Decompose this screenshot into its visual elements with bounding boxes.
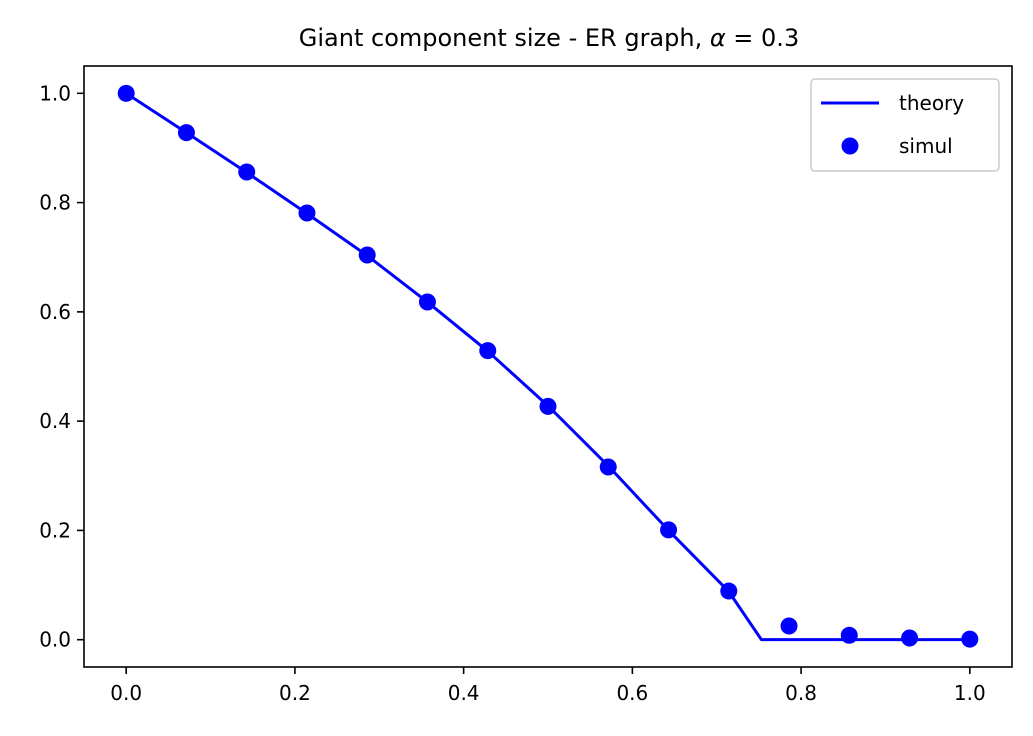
x-tick-label: 0.4: [448, 681, 480, 705]
axes: 0.0 0.2 0.4 0.6 0.8 1.0 0.0 0.2 0.4 0.6 0.8 1.0: [39, 65, 1013, 705]
y-tick-label: 1.0: [39, 81, 71, 105]
simul-data-point: [418, 293, 436, 311]
x-tick-label: 0.2: [279, 681, 311, 705]
y-tick-label: 0.0: [39, 628, 71, 652]
simul-data-point: [961, 630, 979, 648]
simul-data-point: [479, 342, 497, 360]
simul-data-point: [238, 163, 256, 181]
simul-data-point: [660, 521, 678, 539]
legend: theory simul: [810, 78, 1000, 172]
simul-data-point: [539, 397, 557, 415]
simul-data-point: [117, 84, 135, 102]
simul-data-point: [358, 246, 376, 264]
legend-simul-label: simul: [899, 134, 953, 158]
y-tick-label: 0.4: [39, 409, 71, 433]
y-tick-label: 0.2: [39, 518, 71, 542]
simul-data-point: [177, 124, 195, 142]
x-tick-label: 1.0: [954, 681, 986, 705]
simul-data-point: [840, 626, 858, 644]
x-tick-label: 0.8: [785, 681, 817, 705]
simul-data-point: [901, 629, 919, 647]
y-tick-label: 0.8: [39, 191, 71, 215]
legend-simul-point-marker: [841, 137, 859, 155]
simul-data-point: [780, 617, 798, 635]
x-tick-label: 0.6: [616, 681, 648, 705]
theory-series-line: [125, 92, 970, 642]
y-tick-label: 0.6: [39, 300, 71, 324]
simul-data-point: [599, 458, 617, 476]
plot-area: [117, 84, 979, 648]
simul-data-point: [298, 204, 316, 222]
chart-title: Giant component size - ER graph, α = 0.3: [299, 24, 799, 52]
simul-data-point: [720, 582, 738, 600]
x-tick-label: 0.0: [110, 681, 142, 705]
axes-frame: [83, 65, 1013, 668]
legend-theory-label: theory: [899, 91, 964, 115]
